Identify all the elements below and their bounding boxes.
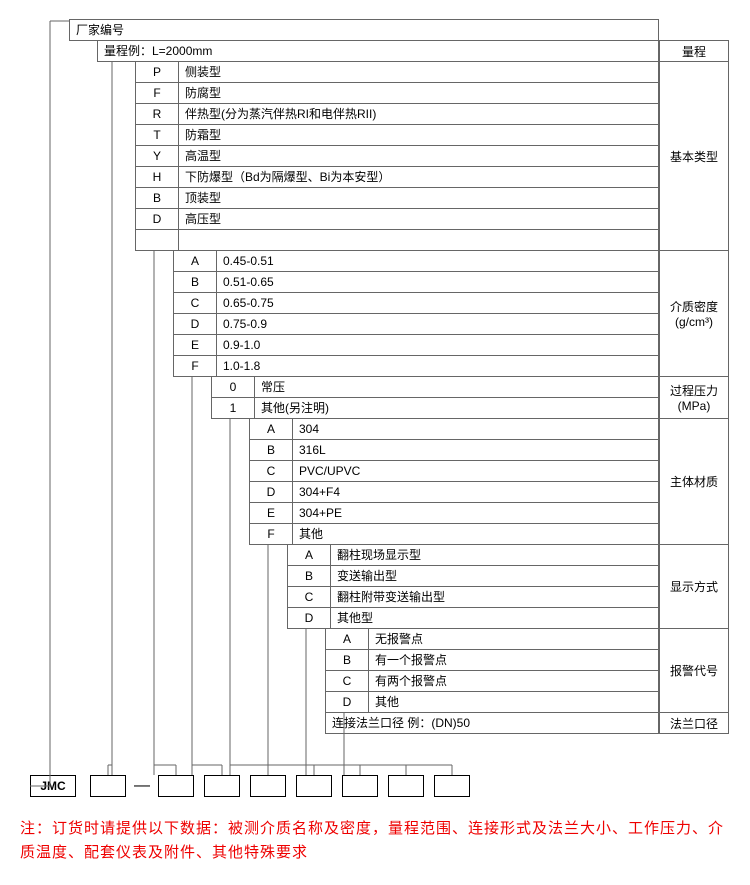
code-material-0: A [249,418,293,440]
code-display-0: A [287,544,331,566]
code-alarm-3: D [325,691,369,713]
right-label-pressure: 过程压力 (MPa) [659,376,729,419]
desc-density-3: 0.75-0.9 [216,313,659,335]
code-density-5: F [173,355,217,377]
desc-material-2: PVC/UPVC [292,460,659,482]
code-box-2 [204,775,240,797]
desc-display-1: 变送输出型 [330,565,659,587]
right-label-display: 显示方式 [659,544,729,629]
desc-material-1: 316L [292,439,659,461]
code-basic_type-2: R [135,103,179,125]
desc-basic_type-0: 侧装型 [178,61,659,83]
desc-density-2: 0.65-0.75 [216,292,659,314]
code-pressure-0: 0 [211,376,255,398]
code-box-1 [158,775,194,797]
desc-basic_type-4: 高温型 [178,145,659,167]
desc-alarm-1: 有一个报警点 [368,649,659,671]
desc-material-0: 304 [292,418,659,440]
code-box-6 [388,775,424,797]
code-box-7 [434,775,470,797]
desc-pressure-1: 其他(另注明) [254,397,659,419]
right-label-flange: 法兰口径 [659,712,729,734]
code-box-5 [342,775,378,797]
code-material-4: E [249,502,293,524]
desc-basic_type-3: 防霜型 [178,124,659,146]
code-box-0 [90,775,126,797]
code-pressure-1: 1 [211,397,255,419]
code-material-2: C [249,460,293,482]
code-density-1: B [173,271,217,293]
code-density-0: A [173,250,217,272]
desc-basic_type-1: 防腐型 [178,82,659,104]
desc-basic_type-8 [178,229,659,251]
code-material-5: F [249,523,293,545]
right-label-alarm: 报警代号 [659,628,729,713]
desc-density-1: 0.51-0.65 [216,271,659,293]
desc-display-2: 翻柱附带变送输出型 [330,586,659,608]
code-basic_type-6: B [135,187,179,209]
code-alarm-0: A [325,628,369,650]
code-density-4: E [173,334,217,356]
code-box-3 [250,775,286,797]
code-alarm-1: B [325,649,369,671]
desc-material-5: 其他 [292,523,659,545]
code-basic_type-7: D [135,208,179,230]
code-material-1: B [249,439,293,461]
code-box-4 [296,775,332,797]
code-display-2: C [287,586,331,608]
code-basic_type-1: F [135,82,179,104]
right-label-density: 介质密度 (g/cm³) [659,250,729,377]
desc-basic_type-5: 下防爆型（Bd为隔爆型、Bi为本安型） [178,166,659,188]
header-manufacturer: 厂家编号 [69,19,659,41]
order-note: 注：订货时请提供以下数据：被测介质名称及密度，量程范围、连接形式及法兰大小、工作… [20,817,730,865]
right-label-basic_type: 基本类型 [659,61,729,251]
code-density-3: D [173,313,217,335]
desc-density-5: 1.0-1.8 [216,355,659,377]
desc-material-4: 304+PE [292,502,659,524]
desc-alarm-0: 无报警点 [368,628,659,650]
desc-pressure-0: 常压 [254,376,659,398]
code-material-3: D [249,481,293,503]
desc-basic_type-7: 高压型 [178,208,659,230]
code-prefix-box: JMC [30,775,76,797]
code-display-3: D [287,607,331,629]
desc-alarm-3: 其他 [368,691,659,713]
code-basic_type-5: H [135,166,179,188]
desc-density-0: 0.45-0.51 [216,250,659,272]
code-basic_type-4: Y [135,145,179,167]
desc-alarm-2: 有两个报警点 [368,670,659,692]
right-label-range: 量程 [659,40,729,62]
code-basic_type-8 [135,229,179,251]
desc-material-3: 304+F4 [292,481,659,503]
code-display-1: B [287,565,331,587]
desc-basic_type-2: 伴热型(分为蒸汽伴热RI和电伴热RII) [178,103,659,125]
dash: — [134,775,150,797]
code-alarm-2: C [325,670,369,692]
desc-display-3: 其他型 [330,607,659,629]
desc-density-4: 0.9-1.0 [216,334,659,356]
code-basic_type-0: P [135,61,179,83]
header-range-example: 量程例：L=2000mm [97,40,659,62]
desc-flange: 连接法兰口径 例：(DN)50 [325,712,659,734]
desc-display-0: 翻柱现场显示型 [330,544,659,566]
desc-basic_type-6: 顶装型 [178,187,659,209]
right-label-material: 主体材质 [659,418,729,545]
code-density-2: C [173,292,217,314]
code-basic_type-3: T [135,124,179,146]
